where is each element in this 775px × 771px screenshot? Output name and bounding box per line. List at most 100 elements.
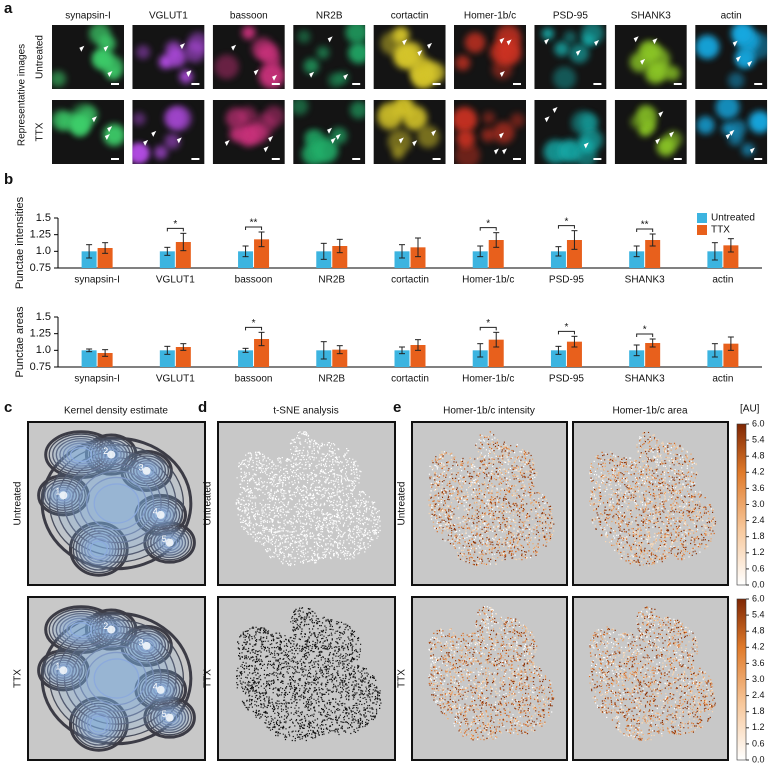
punctum [52, 70, 67, 87]
micrograph [293, 100, 366, 164]
bar [723, 245, 739, 268]
scale-bar [191, 158, 200, 160]
error-bar [571, 335, 578, 348]
punctum [349, 101, 366, 119]
y-axis-label: Punctae intensities [14, 196, 26, 289]
tsne-points [431, 431, 552, 566]
tsne-points [428, 609, 555, 741]
significance-label: * [643, 325, 647, 336]
punctum [727, 72, 745, 89]
punctum [165, 40, 182, 58]
punctum [569, 43, 590, 64]
arrowhead [330, 137, 336, 144]
arrowhead [735, 55, 741, 62]
significance-bracket [636, 333, 654, 337]
legend-swatch [697, 213, 707, 223]
error-bar [711, 343, 718, 358]
punctum [748, 110, 768, 134]
x-tick-label: VGLUT1 [156, 374, 195, 385]
scale-bar [352, 83, 361, 85]
peak-label: 2 [103, 446, 108, 456]
punctum [348, 42, 366, 64]
tsne-points [235, 431, 381, 567]
panel-title: Kernel density estimate [64, 406, 168, 417]
column-label: PSD-95 [553, 11, 588, 22]
tsne-points [429, 607, 555, 740]
scale-bar [754, 83, 763, 85]
error-bar [477, 343, 484, 358]
column-label: cortactin [391, 11, 429, 22]
x-tick-label: Homer-1b/c [462, 374, 514, 385]
punctum [132, 145, 147, 161]
bar [81, 251, 97, 268]
arrowhead [335, 133, 341, 140]
panel-letter: c [4, 399, 12, 416]
density-contour [59, 440, 103, 469]
significance-label: ** [641, 220, 649, 231]
significance-bracket [245, 226, 263, 230]
significance-label: * [173, 219, 177, 230]
scale-bar [513, 83, 521, 85]
peak-label: 4 [153, 506, 158, 516]
colorbar-tick-label: 4.2 [752, 467, 765, 477]
punctum [541, 27, 554, 40]
peak-label: 4 [153, 681, 158, 691]
punctum [225, 107, 247, 129]
punctum [293, 100, 309, 116]
punctum [424, 62, 445, 84]
arrowhead [309, 71, 315, 78]
column-label: SHANK3 [631, 11, 671, 22]
x-tick-label: synapsin-I [74, 275, 120, 286]
y-tick-label: 1.5 [36, 212, 51, 224]
error-bar [555, 246, 562, 257]
tsne-points [589, 608, 712, 739]
peak-marker [165, 538, 174, 547]
y-tick-label: 1.0 [36, 344, 51, 356]
arrowhead [412, 140, 418, 147]
x-tick-label: bassoon [235, 374, 273, 385]
peak-marker [59, 666, 68, 675]
error-bar [180, 343, 187, 351]
colorbar-tick-label: 0.0 [752, 754, 765, 764]
bar [707, 350, 723, 367]
colorbar-tick-label: 1.2 [752, 722, 765, 732]
arrowhead [79, 45, 85, 52]
error-bar [242, 245, 249, 258]
punctum [636, 106, 658, 127]
punctum [303, 58, 320, 74]
error-bar [336, 345, 343, 355]
row-label: Untreated [13, 482, 24, 526]
micrograph [52, 100, 124, 164]
density-contour [44, 430, 118, 479]
significance-label: * [486, 318, 490, 329]
arrowhead [107, 70, 113, 77]
micrograph [132, 25, 205, 89]
arrowhead [732, 40, 738, 47]
error-bar [493, 331, 500, 348]
density-contour [68, 521, 129, 577]
x-tick-label: SHANK3 [625, 275, 665, 286]
error-bar [555, 345, 562, 355]
micrograph [534, 100, 607, 164]
x-tick-label: NR2B [318, 374, 345, 385]
column-label: Homer-1b/c [464, 11, 516, 22]
punctum [312, 137, 339, 164]
colorbar-tick-label: 0.0 [752, 579, 765, 589]
density-contour [69, 622, 93, 638]
scale-bar [513, 158, 521, 160]
punctum [316, 46, 330, 60]
peak-marker [142, 466, 151, 475]
significance-label: * [486, 218, 490, 229]
error-bar [320, 242, 327, 260]
scale-bar [754, 158, 763, 160]
bar [472, 350, 488, 367]
arrowhead [652, 38, 658, 45]
bar [394, 251, 410, 268]
column-label: actin [721, 11, 742, 22]
error-bar [102, 242, 109, 254]
punctum [379, 101, 401, 123]
density-contour [83, 535, 114, 563]
bar [332, 246, 348, 268]
punctum [187, 32, 205, 53]
error-bar [649, 233, 656, 247]
